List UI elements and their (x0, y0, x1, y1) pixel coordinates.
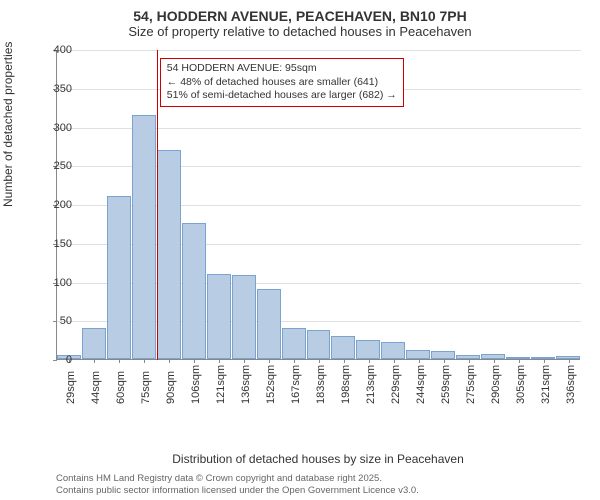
x-tickmark (119, 359, 120, 363)
x-tick-label: 290sqm (490, 365, 502, 404)
x-tick-label: 229sqm (390, 365, 402, 404)
histogram-bar (431, 351, 455, 359)
x-tickmark (144, 359, 145, 363)
chart-area: 54 HODDERN AVENUE: 95sqm ← 48% of detach… (56, 50, 580, 410)
histogram-bar (307, 330, 331, 359)
x-tick-label: 321sqm (540, 365, 552, 404)
x-tickmark (219, 359, 220, 363)
x-tick-label: 167sqm (290, 365, 302, 404)
x-tickmark (394, 359, 395, 363)
x-tick-label: 60sqm (115, 371, 127, 404)
y-tick-label: 400 (42, 44, 72, 56)
histogram-bar (381, 342, 405, 359)
x-tickmark (94, 359, 95, 363)
attribution: Contains HM Land Registry data © Crown c… (56, 473, 419, 496)
histogram-bar (107, 196, 131, 359)
histogram-bar (406, 350, 430, 359)
x-tick-label: 106sqm (190, 365, 202, 404)
x-tick-label: 213sqm (365, 365, 377, 404)
x-tickmark (194, 359, 195, 363)
y-tick-label: 250 (42, 160, 72, 172)
plot-area: 54 HODDERN AVENUE: 95sqm ← 48% of detach… (56, 50, 580, 360)
x-tick-label: 152sqm (265, 365, 277, 404)
x-tick-label: 121sqm (215, 365, 227, 404)
chart-title-main: 54, HODDERN AVENUE, PEACEHAVEN, BN10 7PH (0, 0, 600, 24)
y-tick-label: 100 (42, 277, 72, 289)
y-axis-label: Number of detached properties (1, 42, 15, 207)
histogram-bar (331, 336, 355, 359)
y-tick-label: 350 (42, 83, 72, 95)
x-tickmark (444, 359, 445, 363)
x-tickmark (494, 359, 495, 363)
x-tick-label: 244sqm (415, 365, 427, 404)
x-tickmark (569, 359, 570, 363)
x-tick-label: 336sqm (565, 365, 577, 404)
x-axis-label: Distribution of detached houses by size … (56, 452, 580, 466)
x-tick-label: 259sqm (440, 365, 452, 404)
histogram-bar (157, 150, 181, 359)
x-tick-label: 305sqm (515, 365, 527, 404)
x-tick-label: 90sqm (165, 371, 177, 404)
x-tickmark (544, 359, 545, 363)
x-tickmark (244, 359, 245, 363)
chart-title-sub: Size of property relative to detached ho… (0, 24, 600, 43)
gridline (57, 50, 581, 51)
y-tick-label: 150 (42, 238, 72, 250)
annotation-line2: ← 48% of detached houses are smaller (64… (167, 76, 397, 90)
histogram-bar (182, 223, 206, 359)
attribution-line1: Contains HM Land Registry data © Crown c… (56, 473, 419, 484)
x-tickmark (169, 359, 170, 363)
x-tick-label: 275sqm (465, 365, 477, 404)
y-tick-label: 0 (42, 354, 72, 366)
x-tickmark (519, 359, 520, 363)
x-tick-label: 29sqm (65, 371, 77, 404)
attribution-line2: Contains public sector information licen… (56, 485, 419, 496)
x-tickmark (469, 359, 470, 363)
histogram-bar (232, 275, 256, 359)
x-tick-label: 198sqm (340, 365, 352, 404)
x-tickmark (369, 359, 370, 363)
x-tick-label: 136sqm (240, 365, 252, 404)
histogram-bar (82, 328, 106, 359)
x-tick-label: 75sqm (140, 371, 152, 404)
histogram-bar (132, 115, 156, 359)
x-tickmark (344, 359, 345, 363)
histogram-bar (356, 340, 380, 359)
annotation-line3: 51% of semi-detached houses are larger (… (167, 89, 397, 103)
x-tickmark (294, 359, 295, 363)
x-tickmark (269, 359, 270, 363)
annotation-line1: 54 HODDERN AVENUE: 95sqm (167, 62, 397, 76)
marker-line (157, 50, 158, 360)
y-tick-label: 200 (42, 199, 72, 211)
histogram-bar (282, 328, 306, 359)
histogram-bar (207, 274, 231, 359)
x-tickmark (319, 359, 320, 363)
annotation-box: 54 HODDERN AVENUE: 95sqm ← 48% of detach… (160, 58, 404, 107)
histogram-bar (257, 289, 281, 359)
x-tick-label: 183sqm (315, 365, 327, 404)
y-tick-label: 300 (42, 122, 72, 134)
x-tick-label: 44sqm (90, 371, 102, 404)
x-tickmark (419, 359, 420, 363)
y-tick-label: 50 (42, 315, 72, 327)
